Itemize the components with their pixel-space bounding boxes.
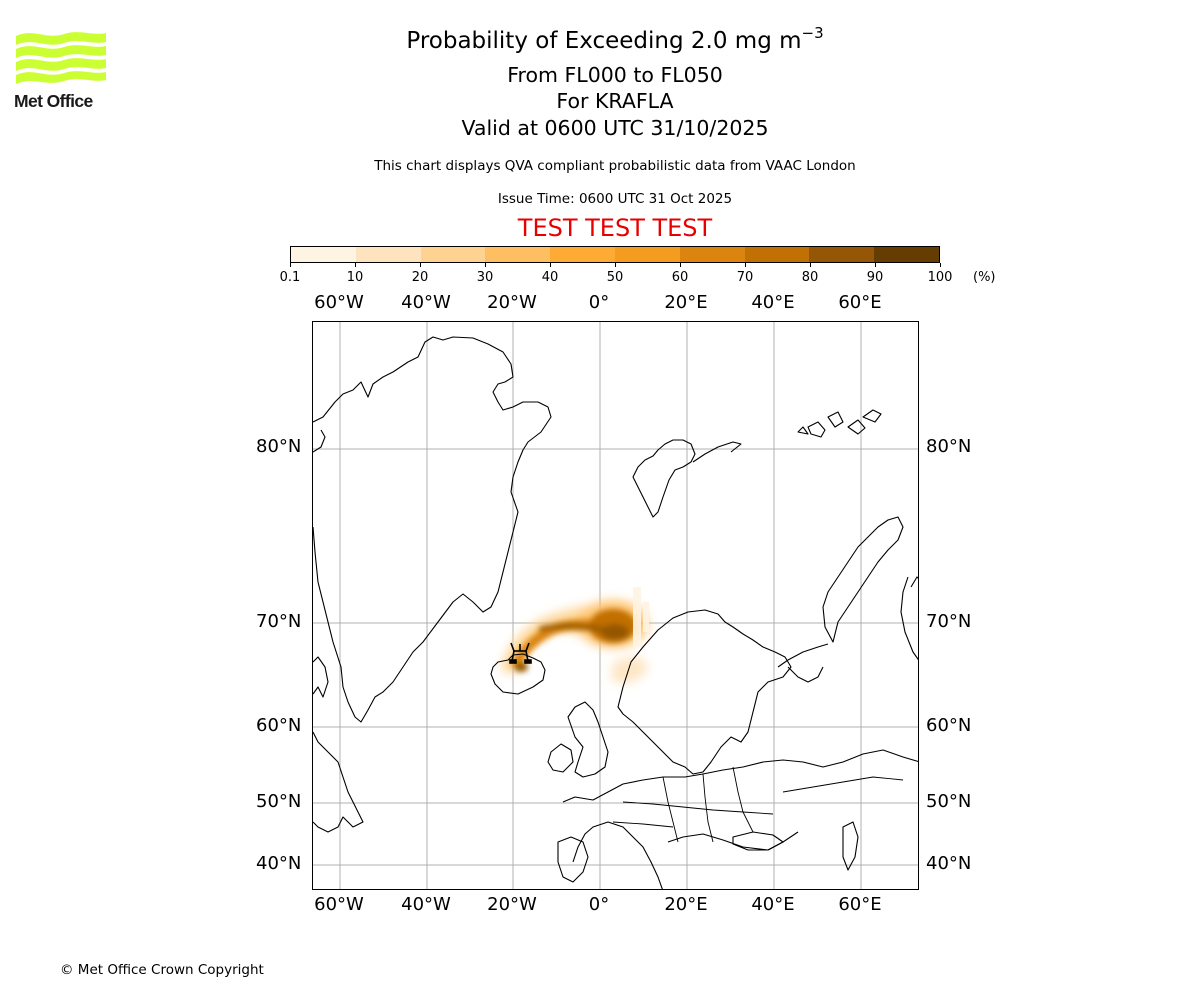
colorbar-tick (614, 263, 616, 267)
met-office-logo: Met Office (14, 30, 108, 114)
colorbar-tick (549, 263, 551, 267)
colorbar-tick-label: 70 (736, 270, 754, 285)
longitude-label: 0° (588, 894, 610, 915)
ash-plume (501, 587, 649, 684)
latitude-label: 80°N (926, 436, 972, 457)
colorbar-segment (485, 247, 551, 262)
longitude-label: 40°W (401, 894, 451, 915)
longitude-label: 40°E (751, 292, 795, 313)
latitude-label: 40°N (256, 853, 302, 874)
logo-text: Met Office (14, 91, 93, 111)
longitude-label: 20°W (487, 292, 537, 313)
colorbar-tick (289, 263, 291, 267)
latitude-label: 60°N (926, 715, 972, 736)
colorbar-tick-label: 80 (801, 270, 819, 285)
latitude-label: 50°N (256, 791, 302, 812)
longitude-label: 20°E (664, 894, 708, 915)
latitude-label: 40°N (926, 853, 972, 874)
probability-colorbar (290, 246, 940, 263)
map-canvas (313, 322, 918, 889)
longitude-label: 20°E (664, 292, 708, 313)
title-superscript: −3 (801, 24, 824, 42)
colorbar-tick (939, 263, 941, 267)
longitude-label: 60°E (838, 292, 882, 313)
valid-time: Valid at 0600 UTC 31/10/2025 (461, 116, 769, 140)
flight-level-range: From FL000 to FL050 (507, 63, 723, 87)
colorbar-tick-label: 50 (606, 270, 624, 285)
latitude-label: 80°N (256, 436, 302, 457)
colorbar-segment (874, 247, 939, 262)
longitude-label: 60°W (314, 292, 364, 313)
volcano-name: For KRAFLA (556, 89, 674, 113)
title-text: Probability of Exceeding 2.0 mg m (406, 28, 802, 54)
longitude-label: 40°E (751, 894, 795, 915)
volcano-icon (509, 642, 532, 664)
map-panel[interactable] (312, 321, 919, 890)
colorbar-tick (744, 263, 746, 267)
colorbar-segment (809, 247, 875, 262)
issue-time: Issue Time: 0600 UTC 31 Oct 2025 (497, 191, 733, 207)
colorbar-unit: (%) (973, 270, 996, 285)
colorbar-segment (614, 247, 680, 262)
met-office-wave-logo-icon (16, 32, 106, 84)
colorbar-tick-label: 20 (411, 270, 429, 285)
longitude-label: 20°W (487, 894, 537, 915)
longitude-label: 40°W (401, 292, 451, 313)
coastlines (313, 336, 918, 889)
colorbar-segment (679, 247, 745, 262)
colorbar-tick (354, 263, 356, 267)
latitude-label: 70°N (926, 611, 972, 632)
colorbar-segment (744, 247, 810, 262)
colorbar-tick-label: 0.1 (279, 270, 301, 285)
colorbar-tick-label: 30 (476, 270, 494, 285)
colorbar-tick (484, 263, 486, 267)
colorbar-tick (874, 263, 876, 267)
copyright-notice: © Met Office Crown Copyright (60, 962, 264, 978)
colorbar-tick-label: 10 (346, 270, 364, 285)
chart-title: Probability of Exceeding 2.0 mg m−3 (0, 26, 1200, 55)
colorbar-segment (291, 247, 356, 262)
latitude-label: 60°N (256, 715, 302, 736)
colorbar-tick (419, 263, 421, 267)
chart-description: This chart displays QVA compliant probab… (374, 158, 856, 174)
colorbar-tick-label: 100 (927, 270, 953, 285)
colorbar-segment (550, 247, 615, 262)
colorbar-tick-label: 60 (671, 270, 689, 285)
colorbar-segment (355, 247, 421, 262)
longitude-label: 60°E (838, 894, 882, 915)
longitude-label: 0° (588, 292, 610, 313)
colorbar-tick (809, 263, 811, 267)
latitude-label: 70°N (256, 611, 302, 632)
colorbar-tick (679, 263, 681, 267)
test-banner: TEST TEST TEST (517, 214, 713, 242)
latitude-label: 50°N (926, 791, 972, 812)
colorbar-tick-label: 40 (541, 270, 559, 285)
colorbar-segment (420, 247, 486, 262)
longitude-label: 60°W (314, 894, 364, 915)
colorbar-tick-label: 90 (866, 270, 884, 285)
